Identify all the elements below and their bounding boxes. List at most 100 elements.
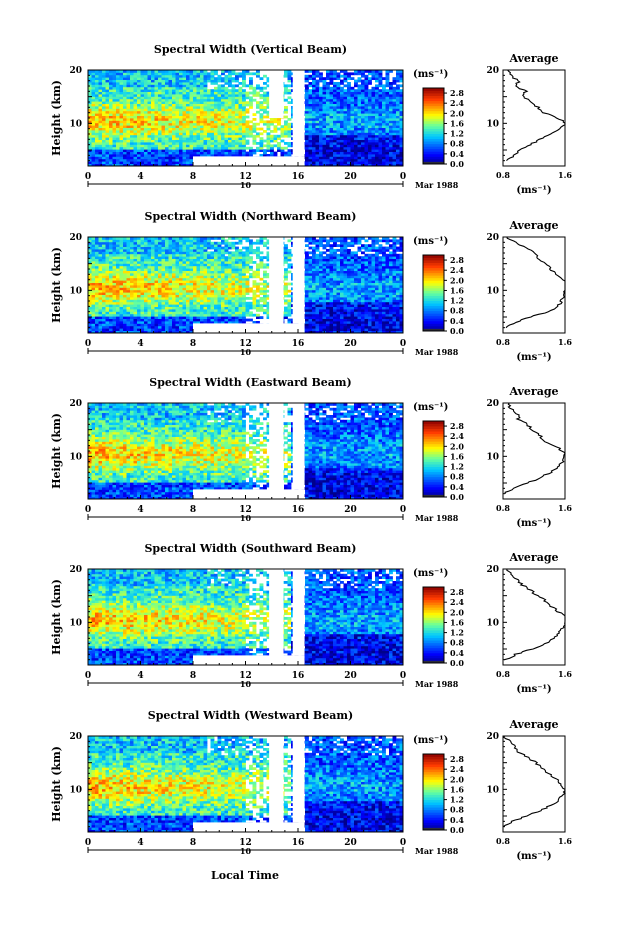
heatmap-cell <box>235 106 239 109</box>
heatmap-cell <box>189 282 194 286</box>
heatmap-cell <box>123 289 127 293</box>
heatmap-cell <box>123 110 127 114</box>
heatmap-cell <box>312 163 316 167</box>
heatmap-cell <box>151 287 155 291</box>
heatmap-cell <box>140 309 145 312</box>
average-profile-line <box>506 69 566 162</box>
heatmap-cell <box>196 115 201 119</box>
heatmap-cell <box>350 125 355 128</box>
heatmap-cell <box>137 82 141 85</box>
heatmap-cell <box>119 84 124 88</box>
heatmap-cell <box>340 106 344 109</box>
heatmap-cell <box>161 115 166 119</box>
heatmap-cell <box>91 292 96 295</box>
heatmap-cell <box>126 108 131 112</box>
heatmap-cell <box>133 72 138 76</box>
heatmap-cell <box>200 287 204 291</box>
heatmap-cell <box>88 297 92 300</box>
heatmap-cell <box>259 149 264 152</box>
heatmap-cell <box>175 265 180 269</box>
heatmap-cell <box>95 263 99 267</box>
heatmap-cell <box>368 144 372 148</box>
heatmap-cell <box>168 74 173 78</box>
heatmap-cell <box>329 108 334 112</box>
heatmap-cell <box>256 149 260 152</box>
heatmap-cell <box>368 156 372 160</box>
heatmap-cell <box>231 113 236 116</box>
heatmap-cell <box>91 275 96 279</box>
heatmap-cell <box>196 106 201 109</box>
heatmap-cell <box>287 122 292 126</box>
heatmap-cell <box>361 103 365 107</box>
heatmap-cell <box>389 106 393 109</box>
heatmap-cell <box>399 79 404 83</box>
heatmap-cell <box>130 256 134 259</box>
heatmap-cell <box>112 151 117 155</box>
heatmap-cell <box>161 282 166 286</box>
heatmap-cell <box>389 156 393 160</box>
heatmap-cell <box>140 241 145 245</box>
heatmap-cell <box>175 72 180 76</box>
heatmap-cell <box>105 280 110 283</box>
heatmap-cell <box>123 318 127 322</box>
heatmap-cell <box>105 154 110 157</box>
heatmap-cell <box>158 325 162 329</box>
heatmap-cell <box>168 239 173 243</box>
heatmap-cell <box>336 110 341 114</box>
heatmap-cell <box>210 118 215 121</box>
heatmap-cell <box>154 244 159 247</box>
heatmap-cell <box>95 239 99 243</box>
heatmap-cell <box>126 244 131 247</box>
heatmap-cell <box>144 268 148 271</box>
heatmap-cell <box>200 256 204 259</box>
heatmap-cell <box>182 321 187 324</box>
heatmap-cell <box>343 132 348 136</box>
heatmap-cell <box>217 151 222 155</box>
heatmap-cell <box>105 294 110 298</box>
heatmap-cell <box>340 139 344 143</box>
heatmap-cell <box>343 91 348 95</box>
heatmap-cell <box>203 139 208 143</box>
heatmap-cell <box>137 280 141 283</box>
heatmap-cell <box>165 325 169 329</box>
heatmap-cell <box>109 115 113 119</box>
heatmap-cell <box>382 106 386 109</box>
heatmap-cell <box>263 74 267 78</box>
heatmap-cell <box>382 125 386 128</box>
heatmap-cell <box>182 72 187 76</box>
heatmap-cell <box>182 103 187 107</box>
heatmap-cell <box>305 110 309 114</box>
heatmap-cell <box>203 127 208 131</box>
heatmap-cell <box>172 113 176 116</box>
heatmap-cell <box>378 151 383 155</box>
heatmap-cell <box>319 132 323 136</box>
heatmap-cell <box>217 122 222 126</box>
heatmap-cell <box>98 287 103 291</box>
heatmap-cell <box>389 154 393 157</box>
heatmap-cell <box>224 297 229 300</box>
heatmap-cell <box>354 154 358 157</box>
colorbar-unit: (ms⁻¹) <box>413 69 448 80</box>
heatmap-cell <box>319 158 323 162</box>
heatmap-cell <box>144 74 148 78</box>
heatmap-cell <box>270 146 274 150</box>
heatmap-cell <box>116 89 120 92</box>
heatmap-cell <box>354 144 358 148</box>
heatmap-cell <box>95 106 99 109</box>
heatmap-cell <box>200 280 204 283</box>
heatmap-cell <box>151 321 155 324</box>
heatmap-cell <box>242 120 246 124</box>
heatmap-cell <box>196 98 201 102</box>
heatmap-cell <box>182 311 187 315</box>
heatmap-cell <box>203 313 208 317</box>
heatmap-cell <box>217 139 222 143</box>
heatmap-cell <box>147 101 152 104</box>
heatmap-cell <box>130 106 134 109</box>
heatmap-cell <box>389 130 393 133</box>
heatmap-cell <box>221 120 225 124</box>
heatmap-cell <box>343 154 348 157</box>
heatmap-cell <box>200 239 204 243</box>
heatmap-cell <box>228 72 232 76</box>
heatmap-cell <box>252 149 257 152</box>
heatmap-cell <box>119 251 124 255</box>
